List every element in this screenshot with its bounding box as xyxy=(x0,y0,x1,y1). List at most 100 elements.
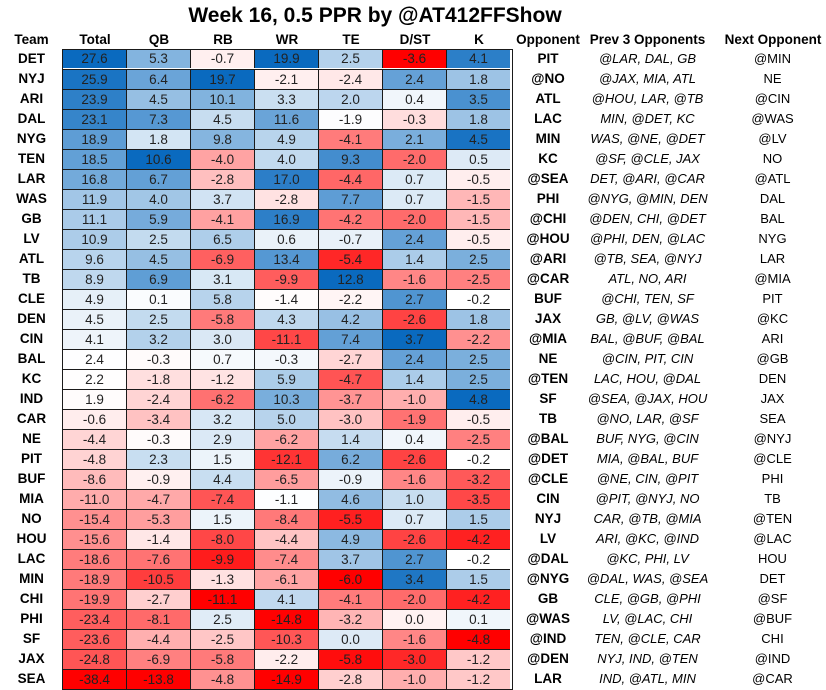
table-row: NE -4.4 -0.3 2.9 -6.2 1.4 0.4 -2.5 @BAL BUF, NYG,… xyxy=(0,429,826,449)
heatmap-cell-wr: 10.3 xyxy=(255,389,319,409)
table-row: CHI -19.9 -2.7 -11.1 4.1 -4.1 -2.0 -4.2 GB CLE, @… xyxy=(0,589,826,609)
heatmap-cell-k: -2.5 xyxy=(447,429,510,449)
heatmap-cell-total: -4.4 xyxy=(63,429,127,449)
team-name: CLE xyxy=(18,291,45,306)
heatmap-cell-dst: 0.4 xyxy=(383,89,447,109)
next-opponent: @WAS xyxy=(751,111,794,126)
next-opponent: @CAR xyxy=(752,671,793,686)
heatmap-cell-wr: 0.6 xyxy=(255,229,319,249)
heatmap-cell-qb: -4.7 xyxy=(127,489,191,509)
prev-opponents: @NO, LAR, @SF xyxy=(596,411,699,426)
opponent: LAR xyxy=(534,671,562,686)
heatmap-cell-dst: -1.6 xyxy=(383,269,447,289)
heatmap-cell-rb: -1.3 xyxy=(191,569,255,589)
team-name: PHI xyxy=(20,611,43,626)
heatmap-cell-total: 8.9 xyxy=(63,269,127,289)
prev-opponents: BUF, NYG, @CIN xyxy=(596,431,699,446)
next-opponent: @LV xyxy=(758,131,787,146)
heatmap-cell-dst: 0.7 xyxy=(383,189,447,209)
next-opponent: @MIN xyxy=(753,51,792,66)
table-row: LAC -18.6 -7.6 -9.9 -7.4 3.7 2.7 -0.2 @DAL @KC, P… xyxy=(0,549,826,569)
opponent: @HOU xyxy=(526,231,570,246)
next-opponent: @LAC xyxy=(753,531,792,546)
heatmap-cell-wr: 4.1 xyxy=(255,589,319,609)
next-opponent: PHI xyxy=(761,471,784,486)
prev-opponents: ARI, @KC, @IND xyxy=(596,531,699,546)
heatmap-cell-k: -1.5 xyxy=(447,189,510,209)
heatmap-cell-rb: -9.9 xyxy=(191,549,255,569)
team-name: NE xyxy=(22,431,41,446)
team-name: TEN xyxy=(18,151,45,166)
heatmap-cell-total: 16.8 xyxy=(63,169,127,189)
table-row: SF -23.6 -4.4 -2.5 -10.3 0.0 -1.6 -4.8 @IND TEN, … xyxy=(0,629,826,649)
heatmap-cell-wr: 17.0 xyxy=(255,169,319,189)
heatmap-cell-qb: -8.1 xyxy=(127,609,191,629)
heatmap-cell-total: 4.9 xyxy=(63,289,127,309)
heatmap-cell-qb: 5.3 xyxy=(127,49,191,68)
next-opponent: HOU xyxy=(758,551,787,566)
next-opponent: LAR xyxy=(759,251,786,266)
table-row: GB 11.1 5.9 -4.1 16.9 -4.2 -2.0 -1.5 @CHI @DEN, C… xyxy=(0,209,826,229)
heatmap-cell-rb: 0.7 xyxy=(191,349,255,369)
heatmap-cell-te: 3.7 xyxy=(319,549,383,569)
heatmap-cell-total: -19.9 xyxy=(63,589,127,609)
heatmap-cell-dst: -3.0 xyxy=(383,649,447,669)
heatmap-cell-total: -18.6 xyxy=(63,549,127,569)
opponent: @BAL xyxy=(527,431,569,446)
heatmap-cell-dst: -3.6 xyxy=(383,49,447,68)
opponent: NYJ xyxy=(534,511,562,526)
table-row: MIN -18.9 -10.5 -1.3 -6.1 -6.0 3.4 1.5 @NYG @DAL,… xyxy=(0,569,826,589)
next-opponent: @MIA xyxy=(754,271,791,286)
table-row: DEN 4.5 2.5 -5.8 4.3 4.2 -2.6 1.8 JAX GB, @LV, @W… xyxy=(0,309,826,329)
heatmap-cell-te: -2.7 xyxy=(319,349,383,369)
team-name: DEN xyxy=(17,311,46,326)
heatmap-cell-k: 2.5 xyxy=(447,349,510,369)
team-name: DAL xyxy=(17,111,46,126)
table-row: MIA -11.0 -4.7 -7.4 -1.1 4.6 1.0 -3.5 CIN @PIT, @… xyxy=(0,489,826,509)
heatmap-cell-qb: 10.6 xyxy=(127,149,191,169)
heatmap-cell-wr: -6.5 xyxy=(255,469,319,489)
prev-opponents: @DAL, WAS, @SEA xyxy=(586,571,709,586)
heatmap-cell-rb: -6.9 xyxy=(191,249,255,269)
heatmap-cell-wr: -1.1 xyxy=(255,489,319,509)
opponent: @ARI xyxy=(529,251,567,266)
heatmap-cell-rb: 9.8 xyxy=(191,129,255,149)
opponent: PIT xyxy=(537,51,559,66)
heatmap-cell-wr: 3.3 xyxy=(255,89,319,109)
heatmap-cell-k: 0.1 xyxy=(447,609,510,629)
heatmap-cell-qb: -2.7 xyxy=(127,589,191,609)
prev-opponents: DET, @ARI, @CAR xyxy=(590,171,705,186)
heatmap-cell-rb: -4.8 xyxy=(191,669,255,689)
heatmap-cell-k: -3.5 xyxy=(447,489,510,509)
prev-opponents: @KC, PHI, LV xyxy=(606,551,689,566)
next-opponent: NO xyxy=(762,151,783,166)
heatmap-cell-qb: 5.9 xyxy=(127,209,191,229)
heatmap-cell-te: 6.2 xyxy=(319,449,383,469)
heatmap-cell-wr: -6.2 xyxy=(255,429,319,449)
heatmap-cell-rb: 2.5 xyxy=(191,609,255,629)
next-opponent: CHI xyxy=(761,631,784,646)
heatmap-cell-total: 11.9 xyxy=(63,189,127,209)
next-opponent: TB xyxy=(764,491,781,506)
opponent: ATL xyxy=(535,91,561,106)
table-row: HOU -15.6 -1.4 -8.0 -4.4 4.9 -2.6 -4.2 LV ARI, @K… xyxy=(0,529,826,549)
chart-title: Week 16, 0.5 PPR by @AT412FFShow xyxy=(188,4,562,27)
heatmap-cell-k: 2.5 xyxy=(447,249,510,269)
heatmap-cell-k: 1.8 xyxy=(447,69,510,89)
next-opponent: @CIN xyxy=(754,91,791,106)
team-name: NYG xyxy=(16,131,47,146)
heatmap-cell-te: -2.8 xyxy=(319,669,383,689)
heatmap-cell-k: -1.2 xyxy=(447,669,510,689)
heatmap-cell-dst: -2.6 xyxy=(383,309,447,329)
next-opponent: @GB xyxy=(756,351,789,366)
team-name: LAR xyxy=(17,171,46,186)
next-opponent: ARI xyxy=(761,331,784,346)
heatmap-cell-total: 23.1 xyxy=(63,109,127,129)
heatmap-cell-te: 7.7 xyxy=(319,189,383,209)
opponent: PHI xyxy=(536,191,560,206)
heatmap-cell-rb: -7.4 xyxy=(191,489,255,509)
heatmap-cell-qb: 0.1 xyxy=(127,289,191,309)
next-opponent: JAX xyxy=(760,391,785,406)
prev-opponents: @TB, SEA, @NYJ xyxy=(593,251,702,266)
heatmap-cell-k: -1.2 xyxy=(447,649,510,669)
